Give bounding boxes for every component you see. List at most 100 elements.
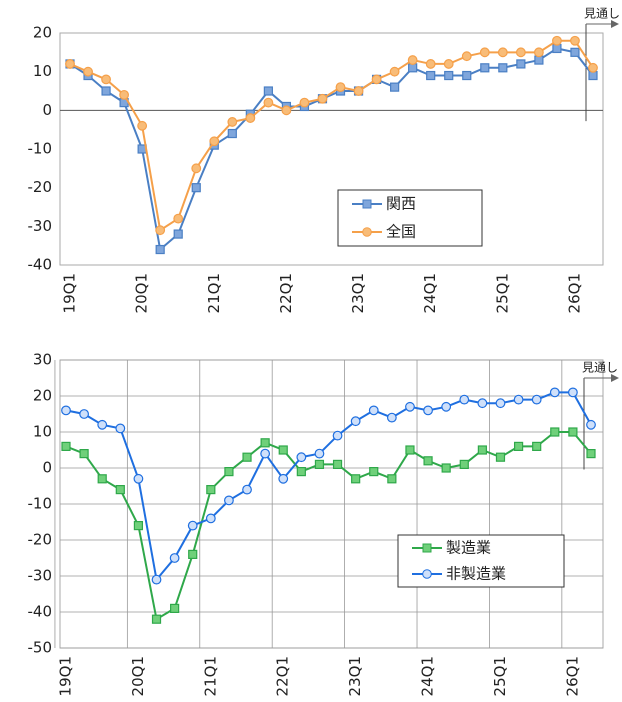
y-tick-label: 0 xyxy=(42,101,52,119)
x-tick-label: 25Q1 xyxy=(493,273,511,313)
data-point xyxy=(387,474,397,484)
data-point xyxy=(550,427,560,437)
x-tick-label: 23Q1 xyxy=(349,273,367,313)
data-point xyxy=(101,74,111,85)
data-point xyxy=(151,614,162,624)
data-point xyxy=(191,183,201,193)
y-tick-label: 10 xyxy=(33,423,52,441)
data-point xyxy=(588,62,598,73)
legend-marker xyxy=(422,543,432,553)
x-tick-label: 23Q1 xyxy=(346,656,364,696)
x-tick-label: 24Q1 xyxy=(421,273,439,313)
data-point xyxy=(353,86,364,96)
annotation: 見通し xyxy=(584,7,620,21)
data-point xyxy=(513,441,524,451)
data-point xyxy=(371,74,382,85)
data-point xyxy=(155,244,165,255)
data-point xyxy=(115,485,125,495)
data-point xyxy=(408,63,418,73)
y-tick-label: -10 xyxy=(28,495,53,513)
data-point xyxy=(133,473,144,484)
data-point xyxy=(296,452,307,463)
data-point xyxy=(549,387,560,398)
data-point xyxy=(245,113,256,123)
data-point xyxy=(568,427,578,437)
data-point xyxy=(227,117,238,127)
data-point xyxy=(314,448,325,459)
data-point xyxy=(173,213,184,224)
data-point xyxy=(443,59,454,69)
data-point xyxy=(97,419,108,430)
data-point xyxy=(101,86,111,96)
legend-label: 全国 xyxy=(386,223,416,241)
y-tick-label: 0 xyxy=(42,459,52,477)
data-point xyxy=(531,394,542,405)
data-point xyxy=(552,43,562,54)
x-tick-label: 21Q1 xyxy=(201,656,219,696)
y-tick-label: -50 xyxy=(28,639,53,657)
data-point xyxy=(426,70,436,81)
y-tick-label: -10 xyxy=(28,140,53,158)
data-point xyxy=(497,47,508,58)
data-point xyxy=(567,387,578,398)
legend-label: 非製造業 xyxy=(446,565,506,583)
data-point xyxy=(155,225,166,236)
data-point xyxy=(169,553,180,563)
data-point xyxy=(441,463,451,473)
data-point xyxy=(586,449,596,459)
data-point xyxy=(423,405,433,416)
data-point xyxy=(588,70,598,81)
y-tick-label: -20 xyxy=(28,531,53,549)
data-point xyxy=(188,549,198,560)
data-point xyxy=(115,423,126,434)
data-point xyxy=(317,93,328,104)
y-tick-label: 20 xyxy=(33,24,52,42)
data-point xyxy=(425,59,436,69)
data-point xyxy=(206,485,216,495)
y-tick-label: 10 xyxy=(33,62,52,80)
data-point xyxy=(133,520,144,531)
series-line xyxy=(69,39,594,232)
data-point xyxy=(498,63,508,73)
y-tick-label: -40 xyxy=(28,603,53,621)
data-point xyxy=(314,459,325,469)
legend-marker xyxy=(362,199,372,209)
data-point xyxy=(187,520,198,531)
x-tick-label: 20Q1 xyxy=(133,273,151,313)
data-point xyxy=(61,441,71,451)
data-point xyxy=(570,35,580,46)
data-point xyxy=(350,416,361,427)
data-point xyxy=(278,445,288,455)
data-point xyxy=(407,55,418,65)
data-point xyxy=(480,63,490,73)
y-tick-label: 20 xyxy=(33,387,52,405)
data-point xyxy=(61,405,71,416)
y-tick-label: -30 xyxy=(28,217,53,235)
data-point xyxy=(444,70,454,81)
data-point xyxy=(570,47,580,57)
data-point xyxy=(462,70,472,81)
data-point xyxy=(79,409,90,419)
data-point xyxy=(332,430,343,441)
data-point xyxy=(386,412,397,423)
data-point xyxy=(205,513,216,524)
data-point xyxy=(281,105,292,116)
data-point xyxy=(335,82,346,93)
y-tick-label: 30 xyxy=(33,351,52,369)
x-tick-label: 19Q1 xyxy=(57,656,75,696)
series-line xyxy=(69,47,594,252)
annotation: 見通し xyxy=(582,361,618,375)
data-point xyxy=(242,452,252,462)
y-tick-label: -40 xyxy=(28,256,53,274)
data-point xyxy=(263,97,274,108)
data-point xyxy=(477,398,488,409)
x-tick-label: 21Q1 xyxy=(205,273,223,313)
series-line xyxy=(65,431,592,621)
data-point xyxy=(515,47,526,58)
y-tick-label: -30 xyxy=(28,567,53,585)
data-point xyxy=(260,438,270,448)
data-point xyxy=(170,603,180,614)
legend-label: 関西 xyxy=(386,195,416,213)
data-point xyxy=(532,441,542,451)
